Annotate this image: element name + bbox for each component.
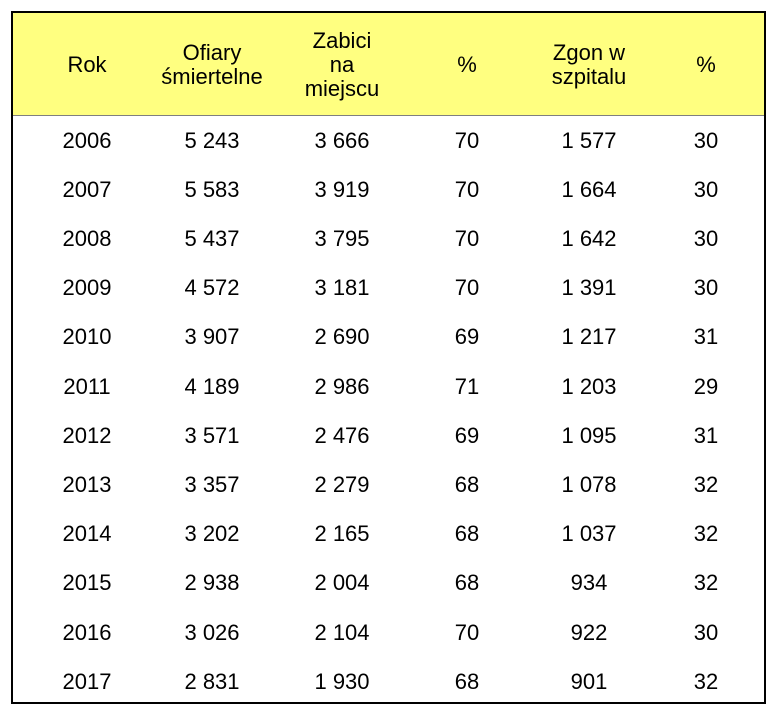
hospital-death-cell: 922 bbox=[570, 619, 608, 645]
on-site-percent-cell: 69 bbox=[454, 422, 480, 448]
killed-on-site-cell: 2 004 bbox=[314, 570, 370, 596]
hospital-percent-cell: 30 bbox=[693, 619, 719, 645]
fatalities-cell: 2 831 bbox=[184, 668, 240, 694]
year-cell: 2012 bbox=[62, 422, 112, 448]
hospital-percent-cell: 30 bbox=[693, 127, 719, 153]
data-table: Rok Ofiary śmiertelne Zabici na miejscu … bbox=[11, 11, 766, 704]
hospital-percent-cell: 32 bbox=[693, 471, 719, 497]
hospital-percent-cell: 29 bbox=[693, 373, 719, 399]
year-cell: 2008 bbox=[62, 225, 112, 251]
on-site-percent-cell: 70 bbox=[454, 275, 480, 301]
table-header: Rok Ofiary śmiertelne Zabici na miejscu … bbox=[13, 13, 764, 116]
fatalities-cell: 3 907 bbox=[184, 324, 240, 350]
fatalities-cell: 2 938 bbox=[184, 570, 240, 596]
on-site-percent-cell: 68 bbox=[454, 668, 480, 694]
year-cell: 2015 bbox=[62, 570, 112, 596]
killed-on-site-cell: 3 795 bbox=[314, 225, 370, 251]
hospital-death-cell: 1 642 bbox=[561, 225, 617, 251]
killed-on-site-cell: 2 476 bbox=[314, 422, 370, 448]
table-row: 2017 2 831 1 930 68 901 32 bbox=[13, 657, 764, 706]
header-rok: Rok bbox=[67, 51, 107, 77]
on-site-percent-cell: 70 bbox=[454, 225, 480, 251]
table-row: 2006 5 243 3 666 70 1 577 30 bbox=[13, 116, 764, 165]
table-row: 2014 3 202 2 165 68 1 037 32 bbox=[13, 510, 764, 559]
hospital-percent-cell: 30 bbox=[693, 275, 719, 301]
hospital-percent-cell: 32 bbox=[693, 521, 719, 547]
hospital-death-cell: 1 664 bbox=[561, 176, 617, 202]
fatalities-cell: 4 572 bbox=[184, 275, 240, 301]
table-row: 2013 3 357 2 279 68 1 078 32 bbox=[13, 460, 764, 509]
table-row: 2016 3 026 2 104 70 922 30 bbox=[13, 608, 764, 657]
killed-on-site-cell: 1 930 bbox=[314, 668, 370, 694]
killed-on-site-cell: 2 279 bbox=[314, 471, 370, 497]
year-cell: 2006 bbox=[62, 127, 112, 153]
hospital-percent-cell: 31 bbox=[693, 422, 719, 448]
table-row: 2011 4 189 2 986 71 1 203 29 bbox=[13, 362, 764, 411]
year-cell: 2017 bbox=[62, 668, 112, 694]
table-row: 2007 5 583 3 919 70 1 664 30 bbox=[13, 165, 764, 214]
year-cell: 2014 bbox=[62, 521, 112, 547]
fatalities-cell: 5 583 bbox=[184, 176, 240, 202]
table-row: 2012 3 571 2 476 69 1 095 31 bbox=[13, 411, 764, 460]
hospital-death-cell: 1 391 bbox=[561, 275, 617, 301]
table-row: 2015 2 938 2 004 68 934 32 bbox=[13, 559, 764, 608]
table-row: 2009 4 572 3 181 70 1 391 30 bbox=[13, 264, 764, 313]
on-site-percent-cell: 68 bbox=[454, 471, 480, 497]
header-percent-hospital: % bbox=[696, 51, 716, 77]
fatalities-cell: 5 437 bbox=[184, 225, 240, 251]
hospital-death-cell: 934 bbox=[570, 570, 608, 596]
hospital-death-cell: 1 577 bbox=[561, 127, 617, 153]
hospital-percent-cell: 30 bbox=[693, 176, 719, 202]
hospital-death-cell: 1 037 bbox=[561, 521, 617, 547]
table-row: 2010 3 907 2 690 69 1 217 31 bbox=[13, 313, 764, 362]
hospital-death-cell: 1 217 bbox=[561, 324, 617, 350]
killed-on-site-cell: 2 690 bbox=[314, 324, 370, 350]
fatalities-cell: 3 202 bbox=[184, 521, 240, 547]
on-site-percent-cell: 70 bbox=[454, 127, 480, 153]
killed-on-site-cell: 2 986 bbox=[314, 373, 370, 399]
hospital-percent-cell: 32 bbox=[693, 668, 719, 694]
fatalities-cell: 5 243 bbox=[184, 127, 240, 153]
on-site-percent-cell: 70 bbox=[454, 619, 480, 645]
hospital-percent-cell: 30 bbox=[693, 225, 719, 251]
year-cell: 2016 bbox=[62, 619, 112, 645]
on-site-percent-cell: 68 bbox=[454, 521, 480, 547]
table-row: 2008 5 437 3 795 70 1 642 30 bbox=[13, 214, 764, 263]
header-percent-on-site: % bbox=[457, 51, 477, 77]
killed-on-site-cell: 2 104 bbox=[314, 619, 370, 645]
on-site-percent-cell: 68 bbox=[454, 570, 480, 596]
on-site-percent-cell: 71 bbox=[454, 373, 480, 399]
year-cell: 2013 bbox=[62, 471, 112, 497]
fatalities-cell: 4 189 bbox=[184, 373, 240, 399]
hospital-percent-cell: 31 bbox=[693, 324, 719, 350]
hospital-percent-cell: 32 bbox=[693, 570, 719, 596]
year-cell: 2007 bbox=[62, 176, 112, 202]
fatalities-cell: 3 571 bbox=[184, 422, 240, 448]
fatalities-cell: 3 357 bbox=[184, 471, 240, 497]
killed-on-site-cell: 3 181 bbox=[314, 275, 370, 301]
year-cell: 2011 bbox=[63, 373, 111, 399]
killed-on-site-cell: 3 919 bbox=[314, 176, 370, 202]
killed-on-site-cell: 2 165 bbox=[314, 521, 370, 547]
on-site-percent-cell: 70 bbox=[454, 176, 480, 202]
killed-on-site-cell: 3 666 bbox=[314, 127, 370, 153]
hospital-death-cell: 901 bbox=[570, 668, 608, 694]
on-site-percent-cell: 69 bbox=[454, 324, 480, 350]
hospital-death-cell: 1 078 bbox=[561, 471, 617, 497]
year-cell: 2010 bbox=[62, 324, 112, 350]
header-ofiary-smiertelne: Ofiary śmiertelne bbox=[161, 39, 263, 89]
header-zabici-na-miejscu: Zabici na miejscu bbox=[304, 27, 380, 101]
hospital-death-cell: 1 203 bbox=[561, 373, 617, 399]
hospital-death-cell: 1 095 bbox=[561, 422, 617, 448]
header-zgon-w-szpitalu: Zgon w szpitalu bbox=[551, 39, 627, 89]
fatalities-cell: 3 026 bbox=[184, 619, 240, 645]
year-cell: 2009 bbox=[62, 275, 112, 301]
